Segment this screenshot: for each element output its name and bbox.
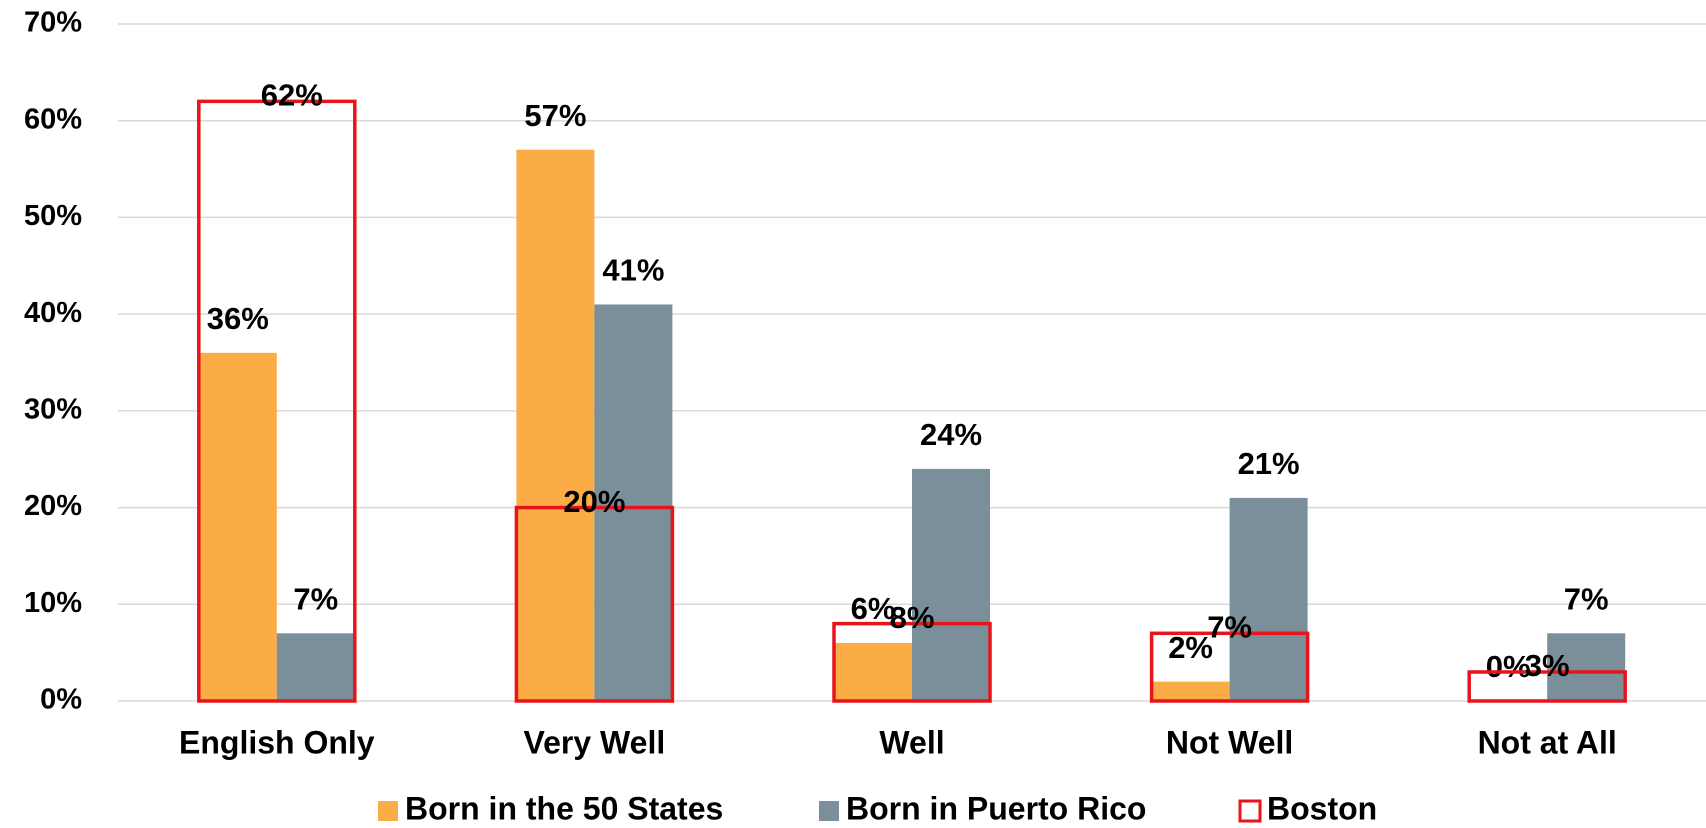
y-tick-label: 10% [24, 587, 82, 619]
x-tick-label: Not Well [1166, 724, 1293, 760]
bar [516, 149, 595, 701]
value-label: 8% [890, 600, 935, 635]
legend-swatch [378, 801, 398, 821]
boston-box [1467, 670, 1627, 703]
boston-box [832, 621, 992, 703]
y-tick-label: 70% [24, 7, 82, 39]
bar [1229, 497, 1308, 701]
value-label: 62% [261, 78, 323, 113]
x-tick-label: Well [879, 724, 944, 760]
bar [594, 304, 673, 701]
value-label: 41% [602, 253, 664, 288]
bar [912, 468, 990, 701]
y-tick-label: 20% [24, 490, 82, 522]
value-label: 7% [1564, 581, 1609, 616]
value-label: 0% [1486, 649, 1531, 684]
boston-box [197, 99, 357, 703]
bar [198, 352, 277, 701]
x-tick-label: Very Well [524, 724, 666, 760]
bar [834, 642, 912, 701]
value-label: 20% [563, 484, 625, 519]
value-label: 7% [1207, 609, 1252, 644]
value-label: 7% [293, 581, 338, 616]
value-label: 6% [851, 591, 896, 626]
legend-label: Boston [1267, 790, 1377, 826]
x-tick-label: English Only [179, 724, 375, 760]
legend-swatch [819, 801, 839, 821]
y-tick-label: 50% [24, 200, 82, 232]
value-label: 36% [207, 301, 269, 336]
y-tick-label: 30% [24, 394, 82, 426]
bar [276, 633, 355, 701]
value-label: 21% [1238, 446, 1300, 481]
y-tick-label: 0% [40, 684, 82, 716]
legend-label: Born in the 50 States [405, 790, 723, 826]
y-tick-label: 40% [24, 297, 82, 329]
value-label: 3% [1525, 648, 1570, 683]
bar [1547, 633, 1626, 701]
boston-box [514, 505, 675, 703]
x-tick-label: Not at All [1478, 724, 1617, 760]
value-label: 2% [1168, 630, 1213, 665]
value-label: 24% [920, 417, 982, 452]
y-tick-label: 60% [24, 103, 82, 135]
legend-label: Born in Puerto Rico [846, 790, 1146, 826]
bar [1151, 681, 1230, 701]
value-label: 57% [524, 98, 586, 133]
boston-box [1149, 631, 1310, 703]
legend-swatch [1238, 799, 1262, 823]
